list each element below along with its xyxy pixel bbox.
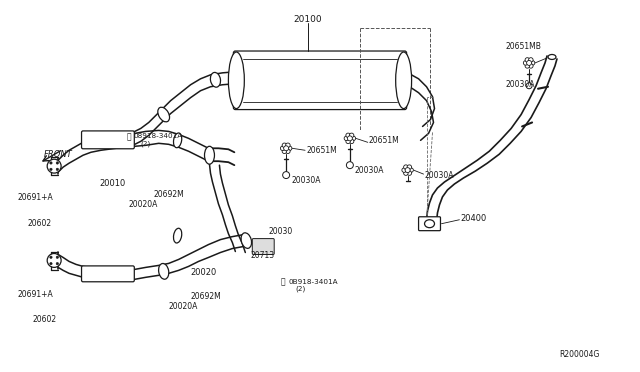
- Circle shape: [283, 171, 290, 179]
- Text: 20651M: 20651M: [306, 146, 337, 155]
- Text: 20020A: 20020A: [129, 201, 158, 209]
- Text: 20400: 20400: [460, 214, 486, 223]
- Text: 20100: 20100: [293, 15, 322, 24]
- Circle shape: [47, 253, 61, 267]
- Text: 20692M: 20692M: [154, 190, 184, 199]
- Circle shape: [525, 64, 529, 68]
- Ellipse shape: [424, 220, 435, 228]
- Circle shape: [50, 256, 52, 259]
- Text: Ⓝ: Ⓝ: [281, 278, 285, 287]
- FancyBboxPatch shape: [419, 217, 440, 231]
- Ellipse shape: [396, 52, 412, 109]
- Circle shape: [56, 168, 58, 170]
- Ellipse shape: [548, 54, 556, 60]
- Ellipse shape: [159, 263, 169, 279]
- Text: 20692M: 20692M: [191, 292, 221, 301]
- FancyBboxPatch shape: [81, 131, 134, 149]
- Circle shape: [346, 162, 353, 169]
- Ellipse shape: [211, 73, 221, 87]
- Circle shape: [56, 256, 58, 259]
- Text: 20020A: 20020A: [169, 302, 198, 311]
- Circle shape: [344, 136, 349, 141]
- Circle shape: [50, 162, 52, 164]
- Circle shape: [404, 165, 408, 169]
- Ellipse shape: [158, 107, 170, 122]
- Circle shape: [284, 146, 289, 151]
- Circle shape: [529, 58, 533, 62]
- Text: 20602: 20602: [28, 219, 51, 228]
- Text: Ⓝ: Ⓝ: [127, 132, 131, 141]
- FancyBboxPatch shape: [252, 238, 274, 254]
- Text: R200004G: R200004G: [559, 350, 599, 359]
- FancyBboxPatch shape: [81, 266, 134, 282]
- Circle shape: [47, 159, 61, 173]
- Circle shape: [285, 149, 290, 154]
- Text: 20030A: 20030A: [291, 176, 321, 185]
- Circle shape: [50, 168, 52, 170]
- Circle shape: [56, 262, 58, 265]
- Text: 20030: 20030: [268, 227, 292, 236]
- Circle shape: [407, 171, 412, 175]
- Text: (2): (2): [295, 286, 305, 292]
- Circle shape: [402, 168, 406, 172]
- Circle shape: [282, 143, 287, 148]
- Text: 20030A: 20030A: [355, 166, 385, 174]
- Circle shape: [56, 162, 58, 164]
- Circle shape: [524, 61, 528, 65]
- Ellipse shape: [228, 52, 244, 109]
- Circle shape: [529, 64, 533, 68]
- Text: 0B918-3401A: 0B918-3401A: [288, 279, 338, 285]
- Circle shape: [405, 168, 410, 173]
- Text: FRONT: FRONT: [44, 150, 73, 159]
- Circle shape: [527, 60, 532, 65]
- Ellipse shape: [241, 233, 252, 248]
- Ellipse shape: [205, 146, 214, 164]
- Text: 20010: 20010: [99, 179, 125, 187]
- Circle shape: [280, 146, 285, 151]
- Text: 20602: 20602: [32, 315, 56, 324]
- Circle shape: [526, 83, 532, 89]
- Circle shape: [285, 143, 290, 148]
- Circle shape: [531, 61, 535, 65]
- Text: 20020: 20020: [191, 268, 217, 277]
- Circle shape: [287, 146, 292, 151]
- Circle shape: [404, 171, 408, 175]
- Circle shape: [349, 133, 354, 138]
- Text: 20651M: 20651M: [369, 136, 399, 145]
- Text: 20691+A: 20691+A: [17, 193, 53, 202]
- Text: (2): (2): [141, 140, 151, 147]
- Circle shape: [409, 168, 413, 172]
- Ellipse shape: [173, 228, 182, 243]
- Circle shape: [50, 262, 52, 265]
- Text: 20030A: 20030A: [424, 171, 454, 180]
- FancyBboxPatch shape: [234, 51, 406, 110]
- Text: 20030A: 20030A: [505, 80, 534, 89]
- Text: 20651MB: 20651MB: [505, 42, 541, 51]
- Circle shape: [351, 136, 356, 141]
- Circle shape: [282, 149, 287, 154]
- Text: 08918-3401A: 08918-3401A: [134, 134, 183, 140]
- Text: 20691+A: 20691+A: [17, 290, 53, 299]
- Circle shape: [346, 139, 350, 144]
- Text: 20713: 20713: [250, 251, 275, 260]
- Circle shape: [407, 165, 412, 169]
- Circle shape: [348, 136, 353, 141]
- Circle shape: [525, 58, 529, 62]
- Ellipse shape: [173, 133, 182, 148]
- Circle shape: [349, 139, 354, 144]
- Circle shape: [346, 133, 350, 138]
